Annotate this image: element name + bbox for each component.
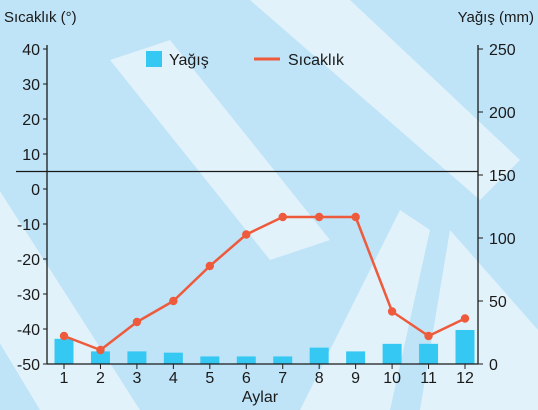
left-tick-label: 10: [22, 147, 40, 164]
precipitation-bar: [273, 356, 293, 364]
left-axis-title: Sıcaklık (°): [4, 9, 77, 26]
plot-area: 403020100-10-20-30-40-502502001501005001…: [16, 42, 516, 387]
left-tick-label: -10: [17, 217, 40, 234]
x-tick-label: 1: [60, 370, 69, 387]
temperature-point: [424, 331, 433, 341]
temperature-point: [278, 212, 287, 222]
x-tick-label: 2: [96, 370, 105, 387]
left-tick-label: 0: [31, 182, 40, 199]
right-axis-title: Yağış (mm): [458, 9, 534, 26]
precipitation-bar: [382, 343, 402, 364]
right-tick-label: 50: [489, 294, 507, 311]
right-tick-label: 100: [489, 231, 516, 248]
left-tick-label: 30: [22, 77, 40, 94]
temperature-point: [96, 345, 105, 355]
x-tick-label: 12: [456, 370, 474, 387]
precipitation-bar: [236, 356, 256, 364]
temperature-point: [132, 317, 142, 327]
legend-label-temperature: Sıcaklık: [288, 52, 345, 69]
precipitation-bar: [127, 351, 147, 364]
temperature-point: [242, 230, 251, 239]
x-tick-label: 9: [351, 370, 360, 387]
legend-label-precipitation: Yağış: [169, 52, 209, 69]
temperature-point: [169, 296, 178, 306]
left-tick-label: -20: [17, 252, 40, 269]
temperature-point: [314, 212, 324, 222]
left-tick-label: -30: [17, 287, 40, 304]
precipitation-bar: [419, 343, 439, 364]
x-tick-label: 10: [383, 370, 401, 387]
right-tick-label: 150: [489, 168, 516, 185]
precipitation-bar: [54, 338, 74, 364]
temperature-point: [59, 331, 69, 341]
precipitation-bar: [200, 356, 220, 364]
x-tick-label: 5: [205, 370, 214, 387]
left-tick-label: -50: [17, 357, 40, 374]
temperature-point: [205, 261, 215, 271]
precipitation-bar: [455, 329, 475, 364]
legend: Yağış Sıcaklık: [146, 51, 345, 69]
x-tick-label: 4: [169, 370, 178, 387]
right-tick-label: 200: [489, 105, 516, 122]
x-tick-label: 3: [132, 370, 141, 387]
precipitation-bar: [309, 347, 329, 364]
precipitation-bar: [346, 351, 366, 364]
temperature-point: [460, 314, 470, 323]
precipitation-bar: [163, 352, 183, 364]
right-tick-label: 250: [489, 42, 516, 59]
temperature-point: [387, 307, 397, 316]
x-tick-label: 11: [420, 370, 437, 387]
left-tick-label: -40: [17, 322, 40, 339]
left-tick-label: 40: [22, 42, 40, 59]
right-tick-label: 0: [489, 357, 498, 374]
x-tick-label: 8: [315, 370, 324, 387]
x-tick-label: 7: [278, 370, 287, 387]
legend-swatch-precipitation: [146, 51, 162, 67]
x-tick-label: 6: [242, 370, 251, 387]
temperature-point: [351, 212, 360, 222]
x-axis-title: Aylar: [242, 389, 279, 406]
left-tick-label: 20: [22, 112, 40, 129]
precipitation-bar: [90, 351, 110, 364]
temperature-line: [63, 215, 466, 352]
